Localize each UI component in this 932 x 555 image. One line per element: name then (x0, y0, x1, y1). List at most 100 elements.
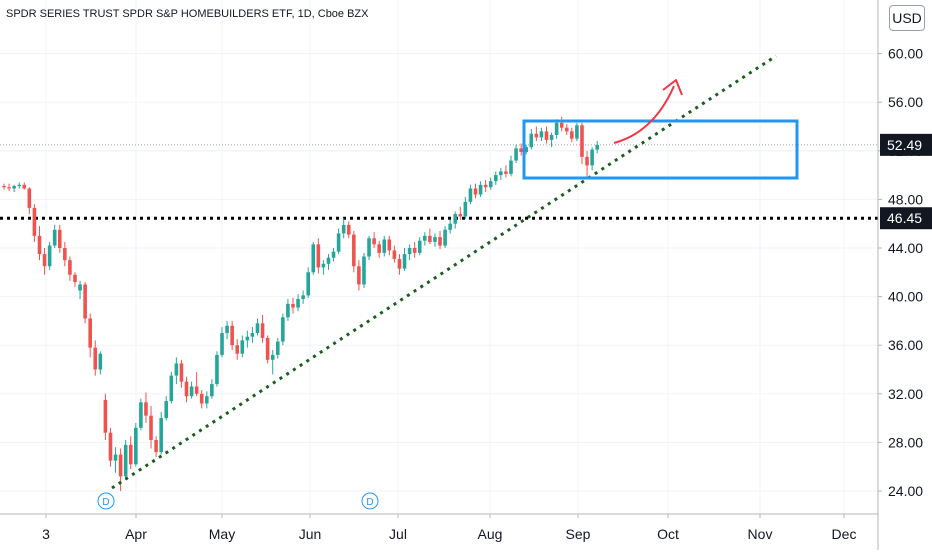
candle-body (417, 240, 422, 253)
candle-body (286, 303, 290, 318)
candle-body (144, 402, 148, 416)
candle-body (559, 122, 564, 128)
candle-body (590, 149, 594, 166)
candle-body (463, 201, 468, 217)
candle-body (346, 224, 351, 235)
candle-body (564, 127, 569, 132)
candle-body (478, 184, 483, 195)
candle-body (402, 254, 407, 269)
candle-body (260, 323, 265, 338)
candle-body (362, 256, 366, 285)
candle-body (42, 254, 47, 267)
candle-body (189, 386, 194, 397)
candle-body (311, 244, 316, 273)
candle-body (382, 239, 387, 253)
annotation-layer (0, 144, 878, 220)
candle-body (240, 340, 245, 354)
candle-body (387, 239, 392, 251)
candle-body (458, 213, 463, 217)
candle-body (519, 148, 523, 153)
candle-body (331, 251, 336, 258)
candle-body (357, 266, 361, 285)
candle-body (265, 337, 270, 360)
candle-body (52, 229, 57, 246)
price-tick-label: 32.00 (888, 386, 923, 402)
candle-body (397, 258, 402, 269)
candle-body (2, 186, 6, 188)
candle-body (159, 418, 163, 453)
level-price-tag (880, 207, 932, 230)
time-tick-label: Apr (125, 526, 147, 542)
candle-body (134, 427, 138, 465)
candle-body (88, 318, 92, 348)
candle-body (250, 333, 255, 337)
candle-body (392, 250, 397, 259)
time-tick-label: Jun (299, 526, 322, 542)
candle-body (73, 274, 77, 283)
candle-body (63, 248, 67, 261)
candle-body (296, 299, 300, 308)
candle-body (352, 234, 356, 267)
candle-body (554, 122, 559, 136)
candle-body (316, 244, 321, 268)
candle-body (428, 235, 432, 242)
dividend-marker (97, 492, 115, 510)
candle-body (199, 393, 204, 404)
candle-body (113, 454, 118, 461)
candle-body (210, 384, 214, 397)
breakout-arrow (613, 85, 675, 144)
chart-title: SPDR SERIES TRUST SPDR S&P HOMEBUILDERS … (6, 8, 369, 20)
candle-body (149, 415, 153, 440)
candle-body (83, 284, 87, 319)
candle-body (154, 439, 158, 453)
current-price-tag (880, 133, 932, 156)
candle-body (108, 432, 113, 461)
dividend-marker-label: D (102, 497, 109, 508)
candle-body (194, 386, 199, 394)
grid (0, 0, 878, 514)
candle-body (139, 402, 143, 428)
candle-body (245, 336, 250, 341)
candle-body (7, 187, 11, 189)
candle-body (585, 156, 589, 166)
candle-body (235, 345, 240, 354)
candle-body (93, 347, 98, 370)
dividend-marker (361, 492, 379, 510)
price-tick-label: 48.00 (888, 191, 923, 207)
price-tick-label: 40.00 (888, 289, 923, 305)
candle-body (341, 224, 346, 234)
candle-body (514, 148, 518, 161)
candle-body (473, 188, 478, 195)
candle-body (255, 323, 260, 334)
candle-body (529, 133, 534, 148)
candle-body (230, 325, 234, 346)
candle-body (118, 454, 123, 477)
candle-body (407, 248, 412, 255)
price-tick-label: 56.00 (888, 94, 923, 110)
candle-body (47, 245, 52, 267)
candle-body (580, 125, 584, 157)
time-tick-label: Nov (748, 526, 773, 542)
candle-body (220, 333, 224, 355)
current-price-label: 52.49 (887, 137, 922, 153)
candle-body (595, 144, 599, 150)
candle-body (169, 375, 174, 402)
candle-body (37, 235, 42, 255)
consolidation-box (522, 119, 799, 180)
candle-body (128, 444, 133, 465)
candle-body (326, 257, 331, 264)
candle-body (453, 213, 458, 224)
price-tick-label: 60.00 (888, 46, 923, 62)
candle-body (367, 238, 371, 257)
candle-body (17, 184, 22, 187)
currency-button[interactable]: USD (889, 5, 925, 31)
candle-body (433, 237, 437, 242)
candle-body (321, 263, 326, 268)
candle-body (123, 444, 128, 477)
candle-body (103, 399, 108, 433)
price-tick-label: 36.00 (888, 337, 923, 353)
candle-body (225, 325, 229, 334)
